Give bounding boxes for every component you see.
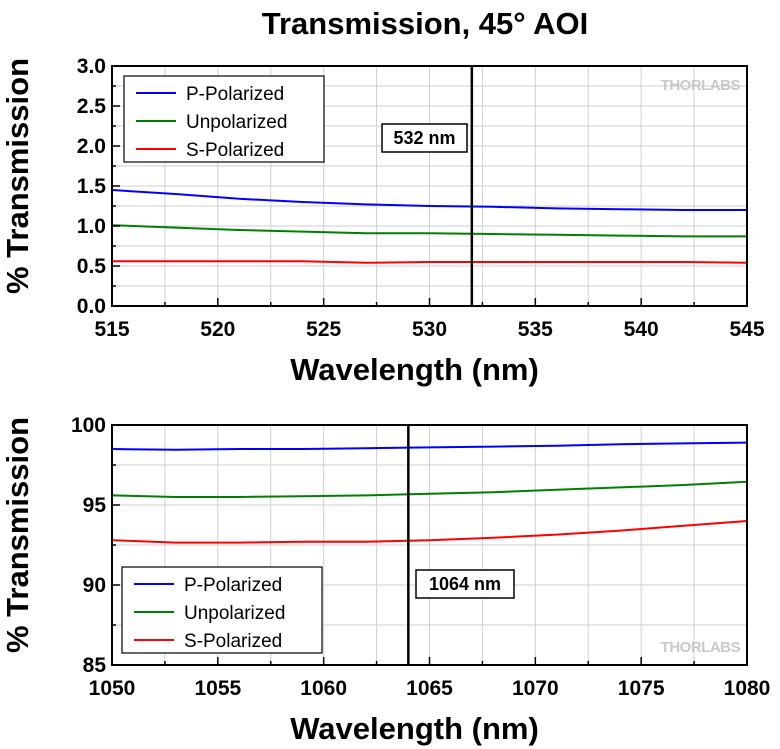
legend-label: Unpolarized bbox=[184, 603, 285, 624]
y-tick-label: 3.0 bbox=[77, 55, 106, 78]
x-tick-label: 530 bbox=[412, 318, 447, 341]
legend-label: Unpolarized bbox=[186, 112, 287, 133]
x-tick-label: 520 bbox=[200, 318, 235, 341]
legend-label: P-Polarized bbox=[186, 84, 284, 105]
y-tick-label: 95 bbox=[83, 494, 107, 517]
legend-label: S-Polarized bbox=[184, 631, 282, 652]
y-axis-title: % Transmission bbox=[0, 417, 35, 653]
series-line-unpolarized bbox=[111, 224, 747, 238]
y-axis-title: % Transmission bbox=[0, 58, 35, 294]
annotation-box bbox=[381, 123, 468, 153]
x-tick-label: 1050 bbox=[89, 677, 136, 700]
x-tick-label: 1060 bbox=[300, 677, 347, 700]
x-tick-label: 1075 bbox=[618, 677, 665, 700]
x-axis-title: Wavelength (nm) bbox=[290, 352, 539, 387]
series-line-s-polarized bbox=[111, 520, 748, 544]
series-line-unpolarized bbox=[111, 480, 748, 498]
y-tick-label: 0.0 bbox=[77, 295, 106, 318]
x-tick-label: 1070 bbox=[512, 677, 559, 700]
thorlabs-logo: THORLABS bbox=[661, 639, 741, 656]
x-tick-label: 545 bbox=[729, 318, 764, 341]
y-tick-label: 0.5 bbox=[77, 255, 107, 278]
chart-panel-1064nm: THORLABS 1064 nm 1050 1055 1060 1065 1070 1075 1… bbox=[0, 414, 770, 746]
series-line-p-polarized bbox=[111, 441, 748, 451]
legend-box bbox=[121, 566, 323, 654]
y-tick-label: 2.0 bbox=[77, 135, 106, 158]
series-line-p-polarized bbox=[111, 189, 747, 211]
legend-label: P-Polarized bbox=[184, 575, 282, 596]
series-line-s-polarized bbox=[112, 260, 748, 264]
x-axis-title: Wavelength (nm) bbox=[290, 711, 539, 746]
annotation-label: 532 nm bbox=[393, 128, 455, 148]
x-tick-label: 1055 bbox=[194, 677, 241, 700]
x-tick-label: 535 bbox=[518, 318, 553, 341]
legend-label: S-Polarized bbox=[186, 140, 284, 161]
legend-box bbox=[123, 75, 325, 163]
thorlabs-logo: THORLABS bbox=[661, 77, 741, 94]
y-tick-label: 85 bbox=[83, 654, 107, 677]
x-tick-label: 1065 bbox=[406, 677, 453, 700]
figure-title: Transmission, 45° AOI bbox=[262, 6, 589, 41]
x-tick-label: 515 bbox=[94, 318, 129, 341]
y-tick-label: 100 bbox=[71, 414, 106, 437]
y-tick-label: 1.0 bbox=[77, 215, 106, 238]
x-tick-label: 525 bbox=[306, 318, 341, 341]
x-tick-label: 540 bbox=[624, 318, 659, 341]
annotation-box bbox=[415, 569, 515, 599]
y-tick-label: 2.5 bbox=[77, 95, 107, 118]
x-tick-label: 1080 bbox=[724, 677, 771, 700]
annotation-label: 1064 nm bbox=[429, 574, 501, 594]
y-tick-label: 90 bbox=[83, 574, 106, 597]
y-tick-label: 1.5 bbox=[77, 175, 107, 198]
chart-panel-532nm: THORLABS 532 nm 515 520 525 530 535 540 545 0.0 0.… bbox=[0, 55, 765, 387]
